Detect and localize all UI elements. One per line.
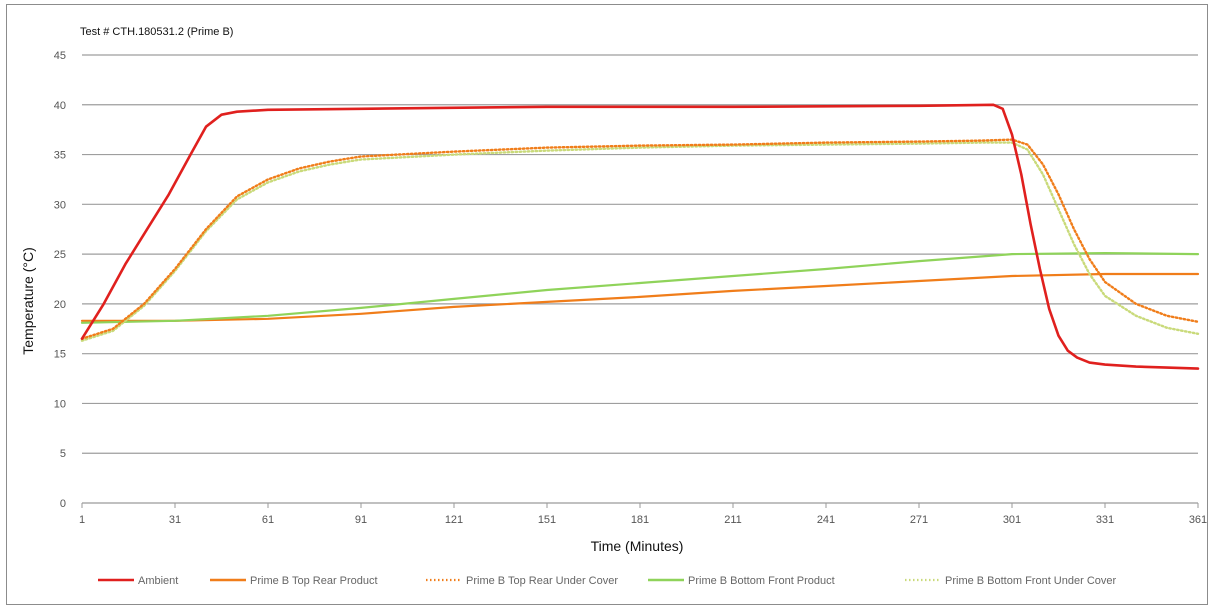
y-tick-label: 30 bbox=[54, 199, 66, 211]
gridlines bbox=[82, 54, 1198, 504]
y-tick-label: 0 bbox=[60, 498, 66, 510]
x-tick-label: 301 bbox=[1003, 514, 1021, 526]
x-tick-label: 241 bbox=[817, 514, 835, 526]
y-tick-label: 35 bbox=[54, 150, 66, 162]
x-axis-ticks: 1 31 61 91 121 151 181 211 241 271 301 331 361 bbox=[79, 503, 1207, 526]
y-axis-ticks: 0 5 10 15 20 25 30 35 40 45 bbox=[54, 50, 66, 510]
chart-frame bbox=[6, 4, 1208, 605]
legend-label-1: Prime B Top Rear Product bbox=[250, 575, 378, 587]
legend-label-0: Ambient bbox=[138, 575, 178, 587]
x-tick-label: 91 bbox=[355, 514, 367, 526]
x-tick-label: 271 bbox=[910, 514, 928, 526]
y-tick-label: 45 bbox=[54, 50, 66, 62]
x-tick-label: 211 bbox=[724, 514, 742, 526]
y-tick-label: 5 bbox=[60, 448, 66, 460]
x-tick-label: 361 bbox=[1189, 514, 1207, 526]
x-tick-label: 181 bbox=[631, 514, 649, 526]
y-tick-label: 25 bbox=[54, 249, 66, 261]
data-series bbox=[80, 103, 1200, 370]
y-tick-label: 15 bbox=[54, 349, 66, 361]
series-line-1 bbox=[80, 272, 1200, 322]
x-tick-label: 121 bbox=[445, 514, 463, 526]
y-axis-title: Temperature (°C) bbox=[20, 247, 36, 355]
x-tick-label: 61 bbox=[262, 514, 274, 526]
x-tick-label: 151 bbox=[538, 514, 556, 526]
legend-label-2: Prime B Top Rear Under Cover bbox=[466, 575, 618, 587]
series-line-2 bbox=[80, 138, 1200, 340]
y-tick-label: 20 bbox=[54, 299, 66, 311]
x-tick-label: 1 bbox=[79, 514, 85, 526]
chart-title: Test # CTH.180531.2 (Prime B) bbox=[80, 26, 233, 38]
series-line-3 bbox=[80, 252, 1200, 324]
x-tick-label: 31 bbox=[169, 514, 181, 526]
legend-label-4: Prime B Bottom Front Under Cover bbox=[945, 575, 1117, 587]
x-tick-label: 331 bbox=[1096, 514, 1114, 526]
x-axis-title: Time (Minutes) bbox=[591, 538, 684, 554]
y-tick-label: 40 bbox=[54, 100, 66, 112]
y-tick-label: 10 bbox=[54, 398, 66, 410]
series-line-4 bbox=[80, 141, 1200, 342]
legend-label-3: Prime B Bottom Front Product bbox=[688, 575, 835, 587]
series-line-0 bbox=[80, 103, 1200, 370]
legend: Ambient Prime B Top Rear Product Prime B T… bbox=[98, 575, 1117, 587]
